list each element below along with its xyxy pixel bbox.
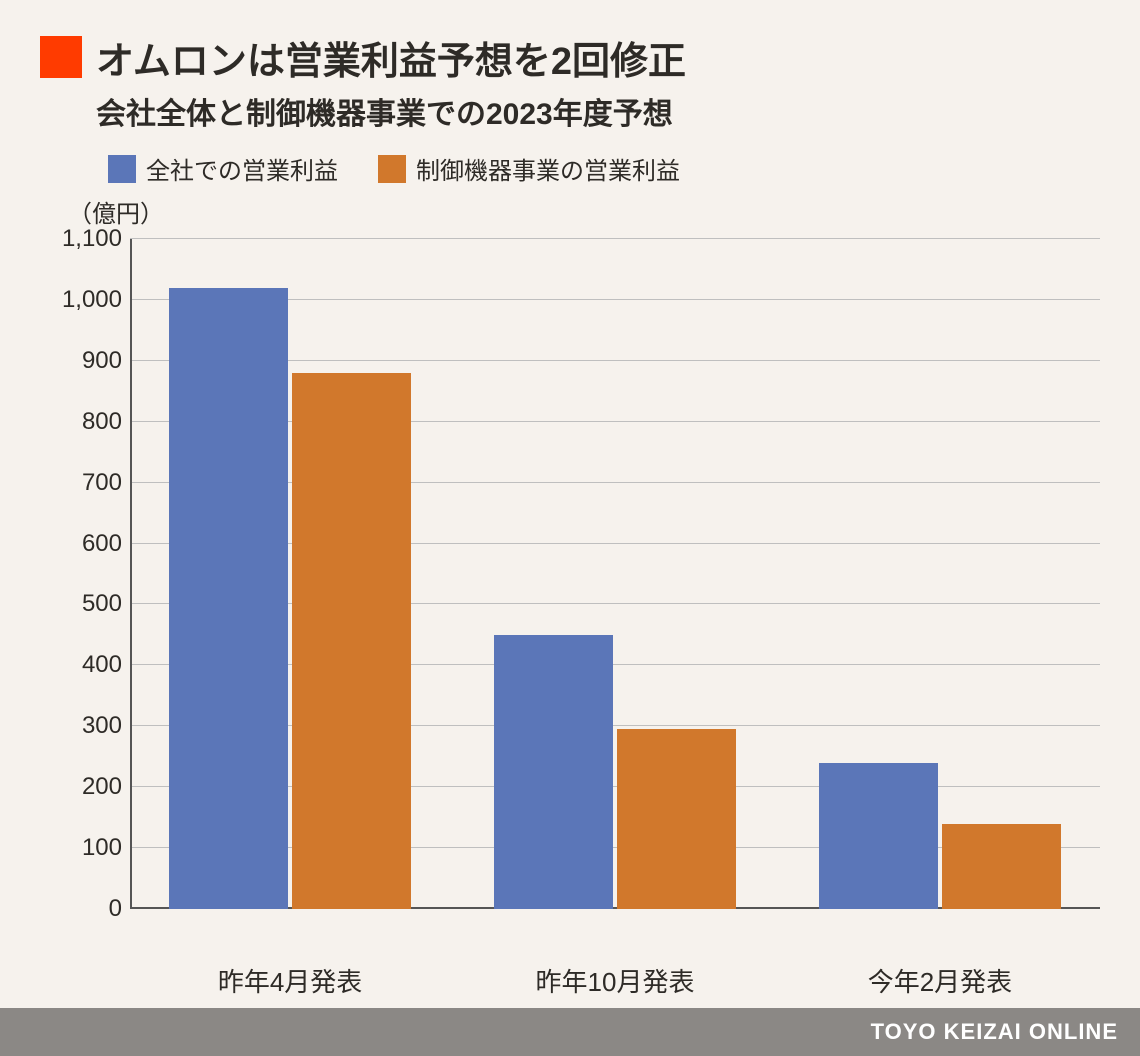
y-tick-label: 0	[109, 895, 122, 923]
chart-header: オムロンは営業利益予想を2回修正 会社全体と制御機器事業での2023年度予想 全…	[0, 0, 1140, 239]
legend-swatch-0	[108, 155, 136, 183]
bar-group	[819, 239, 1062, 909]
y-axis-unit: （億円）	[68, 194, 1100, 229]
bar-group	[169, 239, 412, 909]
bar	[494, 635, 613, 909]
y-tick-label: 1,000	[62, 286, 122, 314]
footer-bar: TOYO KEIZAI ONLINE	[0, 1008, 1140, 1056]
legend-swatch-1	[378, 155, 406, 183]
bar	[292, 373, 411, 909]
legend-label-0: 全社での営業利益	[146, 151, 338, 186]
legend-label-1: 制御機器事業の営業利益	[416, 151, 680, 186]
plot-area	[130, 239, 1100, 909]
y-tick-label: 1,100	[62, 225, 122, 253]
x-tick-label: 昨年4月発表	[169, 952, 412, 999]
y-tick-label: 200	[82, 773, 122, 801]
chart-area: 01002003004005006007008009001,0001,100	[0, 239, 1140, 952]
bars-layer	[130, 239, 1100, 909]
y-tick-label: 600	[82, 530, 122, 558]
chart-title: オムロンは営業利益予想を2回修正	[96, 30, 686, 85]
bar	[617, 729, 736, 909]
y-axis: 01002003004005006007008009001,0001,100	[40, 239, 130, 909]
y-axis-line	[130, 239, 132, 909]
bar	[169, 288, 288, 909]
chart-subtitle: 会社全体と制御機器事業での2023年度予想	[96, 89, 686, 133]
y-tick-label: 300	[82, 712, 122, 740]
bar-group	[494, 239, 737, 909]
y-tick-label: 100	[82, 834, 122, 862]
y-tick-label: 500	[82, 590, 122, 618]
chart-inner: 01002003004005006007008009001,0001,100	[40, 239, 1100, 909]
title-row: オムロンは営業利益予想を2回修正 会社全体と制御機器事業での2023年度予想	[40, 30, 1100, 133]
footer-text: TOYO KEIZAI ONLINE	[871, 1019, 1118, 1045]
chart-legend: 全社での営業利益 制御機器事業の営業利益	[108, 151, 1100, 186]
x-tick-label: 昨年10月発表	[494, 952, 737, 999]
titles: オムロンは営業利益予想を2回修正 会社全体と制御機器事業での2023年度予想	[96, 30, 686, 133]
legend-item-1: 制御機器事業の営業利益	[378, 151, 680, 186]
x-axis-labels: 昨年4月発表 昨年10月発表 今年2月発表	[130, 952, 1100, 1008]
y-tick-label: 900	[82, 347, 122, 375]
y-tick-label: 700	[82, 469, 122, 497]
legend-item-0: 全社での営業利益	[108, 151, 338, 186]
bar	[819, 763, 938, 909]
y-tick-label: 800	[82, 408, 122, 436]
bar	[942, 824, 1061, 909]
x-tick-label: 今年2月発表	[819, 952, 1062, 999]
title-marker-icon	[40, 36, 82, 78]
y-tick-label: 400	[82, 651, 122, 679]
